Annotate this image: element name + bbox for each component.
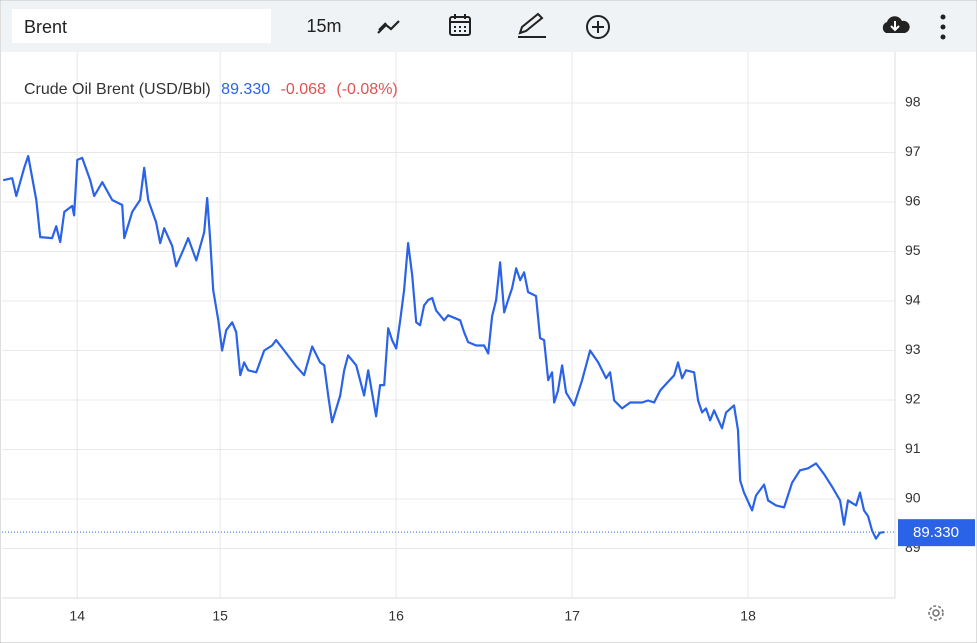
x-tick-label: 16 — [388, 608, 404, 624]
y-tick-label: 92 — [905, 391, 921, 407]
interval[interactable]: 15m — [306, 16, 341, 36]
y-tick-label: 96 — [905, 193, 921, 209]
last-price-label: 89.330 — [913, 524, 959, 541]
add-icon[interactable] — [586, 15, 610, 39]
chart-type-icon[interactable] — [377, 20, 400, 34]
y-tick-label: 95 — [905, 242, 921, 258]
legend: Crude Oil Brent (USD/Bbl) 89.330 -0.068 … — [24, 81, 398, 98]
last-price-tag — [898, 519, 975, 547]
y-tick-label: 94 — [905, 292, 921, 308]
y-tick-label: 98 — [905, 94, 921, 110]
search-box[interactable] — [12, 9, 271, 43]
draw-icon[interactable] — [518, 12, 546, 38]
x-tick-label: 15 — [212, 608, 228, 624]
calendar-icon[interactable] — [449, 14, 471, 36]
legend-change-pct: (-0.08%) — [336, 81, 397, 98]
legend-last: 89.330 — [221, 81, 270, 98]
y-tick-label: 93 — [905, 341, 921, 357]
x-tick-label: 14 — [69, 608, 85, 624]
symbol[interactable]: Brent — [24, 17, 67, 37]
plot — [2, 52, 896, 599]
y-tick-label: 90 — [905, 490, 921, 506]
download-icon[interactable] — [882, 16, 910, 33]
price-line — [2, 154, 885, 540]
plot-area — [2, 52, 895, 598]
legend-name: Crude Oil Brent (USD/Bbl) — [24, 81, 211, 98]
x-tick-label: 18 — [740, 608, 756, 624]
legend-change: -0.068 — [281, 81, 326, 98]
menu-icon[interactable] — [940, 14, 946, 40]
y-tick-label: 91 — [905, 440, 921, 456]
settings-icon[interactable] — [928, 605, 944, 621]
x-tick-label: 17 — [564, 608, 580, 624]
y-tick-label: 97 — [905, 143, 921, 159]
